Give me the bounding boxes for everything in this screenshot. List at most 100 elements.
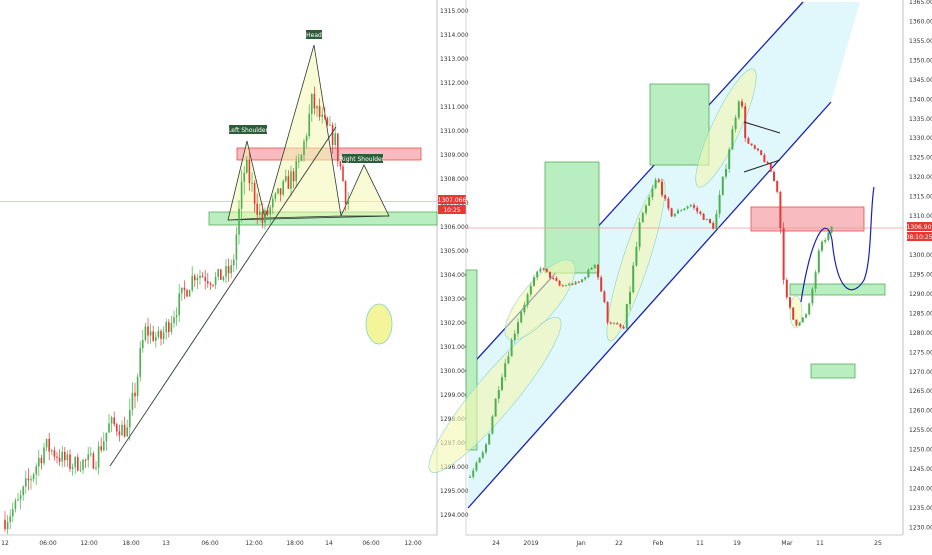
candle-body xyxy=(520,311,523,323)
left-y-tick: 1294.000 xyxy=(440,512,469,519)
candle-body xyxy=(766,162,769,164)
candle-body xyxy=(757,148,759,151)
right-chart: 1365.00 1360.00 1355.00 1350.00 1345.00 1340.… xyxy=(428,0,932,547)
candle-body xyxy=(507,356,510,364)
candle-body xyxy=(199,275,201,278)
candle-body xyxy=(38,457,40,467)
candle-body xyxy=(760,150,763,155)
candle-body xyxy=(277,188,279,194)
candle-body xyxy=(715,213,718,229)
zone-green-5 xyxy=(810,363,856,379)
left-price-badge xyxy=(438,195,466,204)
candle-body xyxy=(321,114,323,117)
right-shoulder-label: Right Shoulder xyxy=(340,156,385,163)
right-countdown-label: 08:10:25 xyxy=(906,234,932,241)
candle-body xyxy=(152,331,154,341)
candle-body xyxy=(45,438,48,448)
candle-body xyxy=(558,280,561,286)
candle-body xyxy=(344,181,347,204)
candle-body xyxy=(571,283,574,285)
candle-body xyxy=(116,424,118,432)
candle-body xyxy=(66,454,69,461)
candle-body xyxy=(747,138,750,144)
candle-body xyxy=(230,265,232,274)
candle-body xyxy=(139,348,141,377)
candle-body xyxy=(568,283,571,286)
candle-body xyxy=(577,281,580,283)
candle-body xyxy=(731,129,734,150)
candle-body xyxy=(253,182,256,204)
left-x-tick: 06:00 xyxy=(362,540,379,547)
candle-body xyxy=(269,207,271,215)
right-y-tick: 1325.00 xyxy=(909,155,932,162)
candle-body xyxy=(113,417,115,425)
candle-body xyxy=(789,297,791,308)
candle-body xyxy=(4,519,6,530)
left-x-tick: 14 xyxy=(325,540,333,547)
candle-body xyxy=(683,208,686,211)
impulse-ellipse xyxy=(504,259,576,341)
left-y-tick: 1295.000 xyxy=(440,488,469,495)
candle-body xyxy=(209,283,212,285)
right-x-tick: 24 xyxy=(492,540,500,547)
candle-body xyxy=(581,279,583,283)
candle-body xyxy=(311,93,313,114)
candle-body xyxy=(334,133,336,145)
candle-body xyxy=(737,101,740,118)
candle-body xyxy=(61,451,63,462)
candle-body xyxy=(58,457,61,462)
candle-body xyxy=(178,293,180,316)
candle-body xyxy=(773,171,775,181)
right-y-tick: 1295.00 xyxy=(909,271,932,278)
candle-body xyxy=(168,322,170,332)
right-y-tick: 1255.00 xyxy=(909,427,932,434)
candle-body xyxy=(718,194,721,214)
candle-body xyxy=(734,117,737,130)
right-y-tick: 1340.00 xyxy=(909,96,932,103)
candle-body xyxy=(248,159,251,184)
left-countdown-label: 10:25 xyxy=(443,207,460,214)
candle-body xyxy=(71,467,74,469)
zone-pink xyxy=(750,206,865,232)
left-y-tick: 1304.000 xyxy=(440,272,469,279)
target-ellipse xyxy=(365,303,393,345)
candle-body xyxy=(290,171,292,189)
candle-body xyxy=(478,457,481,463)
candle-body xyxy=(22,486,24,496)
candle-body xyxy=(324,114,326,118)
candle-body xyxy=(475,462,478,471)
candle-body xyxy=(331,124,334,145)
candle-body xyxy=(17,499,19,501)
candle-body xyxy=(648,197,651,206)
left-countdown-badge xyxy=(438,205,466,214)
candle-body xyxy=(651,188,654,198)
candle-body xyxy=(313,93,316,109)
candle-body xyxy=(162,332,165,339)
candle-body xyxy=(217,269,219,277)
right-y-tick: 1285.00 xyxy=(909,310,932,317)
candle-body xyxy=(121,424,123,436)
left-x-tick: 06:00 xyxy=(39,540,56,547)
candle-body xyxy=(481,452,484,458)
candle-body xyxy=(339,161,342,167)
candle-body xyxy=(491,416,494,434)
candle-body xyxy=(677,210,679,214)
candle-body xyxy=(702,213,705,220)
left-y-tick: 1309.000 xyxy=(440,152,469,159)
right-y-tick: 1235.00 xyxy=(909,505,932,512)
candle-body xyxy=(79,469,82,471)
candle-body xyxy=(504,363,507,378)
candle-body xyxy=(638,222,641,248)
candle-body xyxy=(32,474,35,480)
candle-body xyxy=(188,290,191,297)
left-y-tick: 1302.000 xyxy=(440,320,469,327)
candle-body xyxy=(279,188,282,195)
left-chart: 1315.000 1314.000 1313.000 1312.000 1311.000… xyxy=(0,0,469,547)
candle-body xyxy=(342,166,344,182)
candle-body xyxy=(664,195,667,199)
right-y-tick: 1300.00 xyxy=(909,252,932,259)
neckline xyxy=(227,215,390,221)
candle-body xyxy=(300,155,303,161)
candle-body xyxy=(259,211,261,215)
